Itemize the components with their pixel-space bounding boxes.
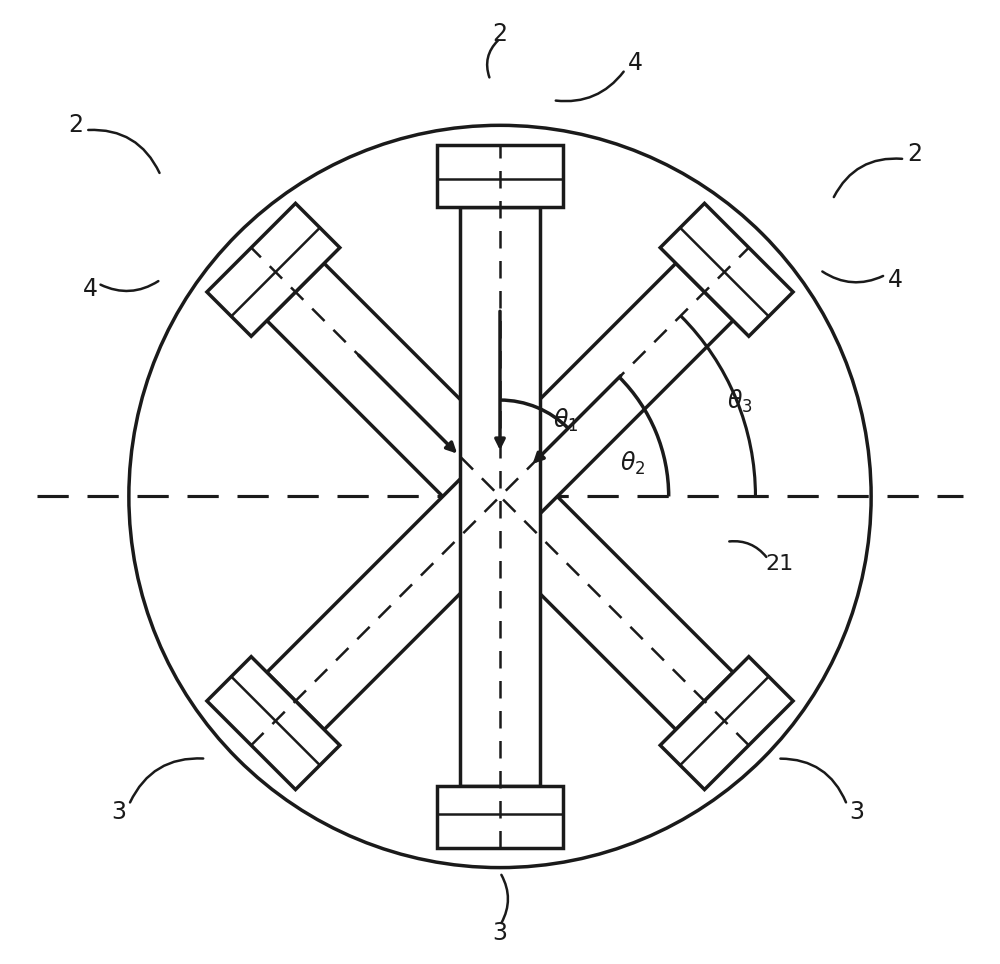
Polygon shape	[267, 263, 733, 730]
Polygon shape	[660, 203, 793, 336]
Text: 21: 21	[765, 554, 794, 574]
Text: $\theta_3$: $\theta_3$	[727, 388, 752, 415]
Text: 4: 4	[888, 268, 903, 291]
Text: 2: 2	[492, 22, 508, 45]
Text: 2: 2	[68, 114, 83, 137]
Text: 4: 4	[627, 51, 642, 74]
Polygon shape	[207, 203, 340, 336]
Text: $\theta_1$: $\theta_1$	[553, 407, 578, 434]
Polygon shape	[437, 145, 563, 207]
Text: 3: 3	[492, 922, 508, 945]
Text: 2: 2	[907, 143, 922, 166]
Polygon shape	[660, 656, 793, 790]
Polygon shape	[437, 786, 563, 848]
Text: 3: 3	[849, 800, 864, 823]
Polygon shape	[267, 263, 733, 730]
Polygon shape	[460, 207, 540, 786]
Text: 3: 3	[112, 800, 127, 823]
Text: $\theta_2$: $\theta_2$	[620, 450, 646, 477]
Text: 4: 4	[83, 278, 98, 301]
Polygon shape	[207, 656, 340, 790]
